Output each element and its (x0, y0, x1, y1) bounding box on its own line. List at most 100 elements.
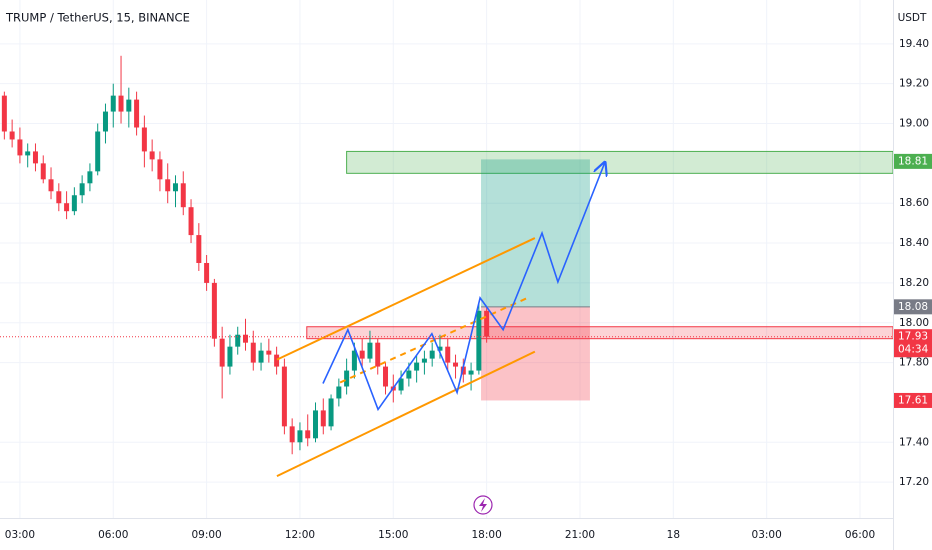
projection-path (322, 162, 605, 412)
price-label-box (894, 392, 932, 408)
candle-body (79, 183, 85, 196)
x-tick-label: 12:00 (285, 529, 315, 541)
candle-body (313, 410, 319, 439)
candle-body (383, 366, 389, 387)
candle-body (305, 430, 311, 439)
candle-body (71, 195, 77, 212)
candle-body (468, 370, 474, 375)
price-label: 17.61 (898, 394, 928, 406)
candle-body (204, 262, 210, 283)
resistance-zone (346, 150, 894, 174)
chart-title: TRUMP / TetherUS, 15, BINANCE (5, 11, 190, 25)
price-label: 18.08 (898, 301, 928, 313)
y-tick-label: 19.20 (899, 78, 929, 90)
candle-body (32, 151, 38, 164)
price-label: 18.81 (898, 155, 928, 167)
candle-body (328, 398, 334, 427)
y-tick-label: 17.40 (899, 436, 929, 448)
candle-body (476, 310, 482, 371)
candle-body (429, 350, 435, 359)
x-tick-label: 03:00 (752, 529, 782, 541)
axis-unit: USDT (898, 12, 927, 24)
candle-body (25, 151, 31, 156)
y-tick-label: 18.60 (899, 197, 929, 209)
candle-body (48, 179, 54, 192)
candle-body (196, 235, 202, 263)
candle-body (460, 366, 466, 375)
candle-body (157, 159, 163, 180)
candle-body (320, 410, 326, 427)
candle-body (235, 334, 241, 347)
x-tick-label: 03:00 (5, 529, 35, 541)
candle-body (351, 350, 357, 371)
candle-body (359, 350, 365, 359)
x-tick-label: 06:00 (98, 529, 128, 541)
price-label-box (894, 299, 932, 315)
candle-body (188, 207, 194, 236)
price-label-box (894, 153, 932, 169)
y-tick-label: 18.40 (899, 237, 929, 249)
channel-line (276, 350, 536, 478)
candle-body (110, 95, 116, 112)
candle-body (266, 350, 272, 355)
event-icon[interactable] (473, 495, 493, 515)
candle-body (414, 362, 420, 371)
x-tick-label: 15:00 (378, 529, 408, 541)
candle-body (289, 426, 295, 443)
candle-body (367, 342, 373, 359)
candle-body (17, 139, 23, 156)
candle-body (64, 203, 70, 212)
candle-body (344, 370, 350, 387)
y-tick-label: 17.80 (899, 357, 929, 369)
price-label: 17.93 (898, 331, 928, 343)
candle-body (180, 183, 186, 208)
candle-body (375, 342, 381, 367)
candle-body (102, 111, 108, 132)
candle-body (219, 338, 225, 367)
candle-body (421, 358, 427, 363)
candle-body (445, 346, 451, 363)
candle-body (274, 354, 280, 367)
candle-body (297, 430, 303, 443)
candle-body (406, 370, 412, 379)
candle-body (40, 163, 46, 180)
y-tick-label: 17.20 (899, 476, 929, 488)
support-zone (306, 326, 894, 340)
y-tick-label: 19.00 (899, 118, 929, 130)
candle-body (281, 366, 287, 427)
channel-line (276, 237, 536, 361)
x-tick-label: 06:00 (845, 529, 875, 541)
candle-body (258, 350, 264, 363)
candle-body (437, 346, 443, 351)
candle-body (95, 131, 101, 172)
x-tick-label: 18 (667, 529, 680, 541)
candle-body (87, 171, 93, 184)
y-tick-label: 18.20 (899, 277, 929, 289)
candle-body (1, 95, 7, 132)
price-countdown: 04:34 (898, 344, 929, 356)
candle-body (398, 378, 404, 391)
position-target (481, 159, 590, 307)
candle-body (484, 310, 490, 337)
candle-body (134, 99, 140, 128)
candle-body (9, 131, 15, 140)
candle-body (56, 191, 62, 204)
candle-body (242, 334, 248, 343)
y-tick-label: 18.00 (899, 317, 929, 329)
x-tick-label: 18:00 (472, 529, 502, 541)
candle-body (211, 282, 217, 339)
candle-body (126, 99, 132, 112)
x-tick-label: 21:00 (565, 529, 595, 541)
x-tick-label: 09:00 (191, 529, 221, 541)
y-tick-label: 19.40 (899, 38, 929, 50)
candle-body (141, 127, 147, 152)
candle-body (118, 95, 124, 112)
candle-body (227, 346, 233, 367)
candle-body (172, 183, 178, 192)
candle-body (149, 151, 155, 160)
price-label-box (894, 329, 932, 358)
candle-body (453, 362, 459, 367)
position-stop (481, 306, 590, 401)
